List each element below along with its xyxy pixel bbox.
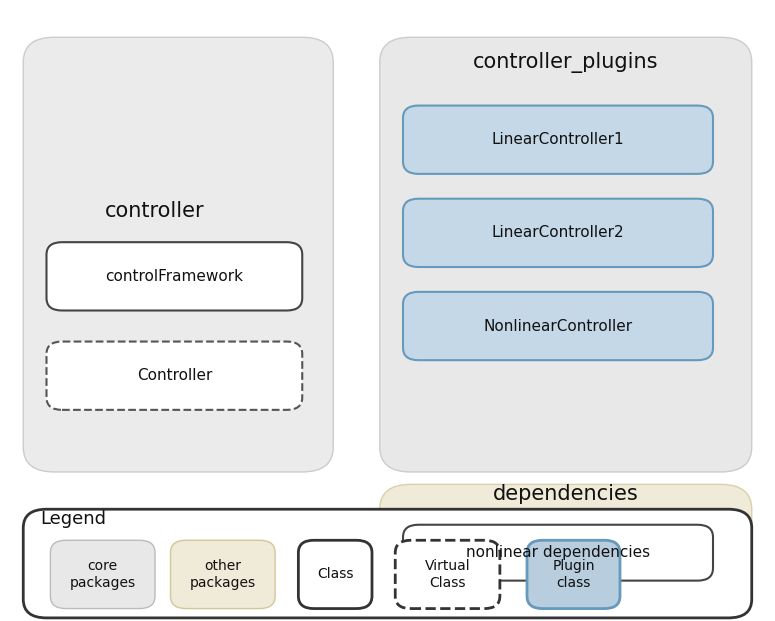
FancyBboxPatch shape xyxy=(395,540,500,609)
Text: Controller: Controller xyxy=(136,368,212,383)
Text: Virtual
Class: Virtual Class xyxy=(425,560,470,589)
FancyBboxPatch shape xyxy=(380,484,752,590)
Text: nonlinear dependencies: nonlinear dependencies xyxy=(466,545,650,560)
FancyBboxPatch shape xyxy=(170,540,275,609)
FancyBboxPatch shape xyxy=(46,242,302,310)
Text: dependencies: dependencies xyxy=(493,484,639,504)
FancyBboxPatch shape xyxy=(380,37,752,472)
Text: LinearController2: LinearController2 xyxy=(491,225,625,240)
FancyBboxPatch shape xyxy=(527,540,620,609)
FancyBboxPatch shape xyxy=(50,540,155,609)
FancyBboxPatch shape xyxy=(403,199,713,267)
FancyBboxPatch shape xyxy=(23,509,752,618)
Text: LinearController1: LinearController1 xyxy=(491,132,625,147)
Text: other
packages: other packages xyxy=(190,560,256,589)
FancyBboxPatch shape xyxy=(403,525,713,581)
FancyBboxPatch shape xyxy=(403,292,713,360)
FancyBboxPatch shape xyxy=(46,342,302,410)
FancyBboxPatch shape xyxy=(403,106,713,174)
Text: Legend: Legend xyxy=(40,510,106,527)
FancyBboxPatch shape xyxy=(298,540,372,609)
Text: Plugin
class: Plugin class xyxy=(553,560,594,589)
Text: Class: Class xyxy=(317,568,353,581)
Text: controlFramework: controlFramework xyxy=(105,269,243,284)
Text: controller_plugins: controller_plugins xyxy=(473,52,659,73)
FancyBboxPatch shape xyxy=(23,37,333,472)
Text: controller: controller xyxy=(105,201,205,221)
Text: NonlinearController: NonlinearController xyxy=(484,319,632,333)
Text: core
packages: core packages xyxy=(70,560,136,589)
